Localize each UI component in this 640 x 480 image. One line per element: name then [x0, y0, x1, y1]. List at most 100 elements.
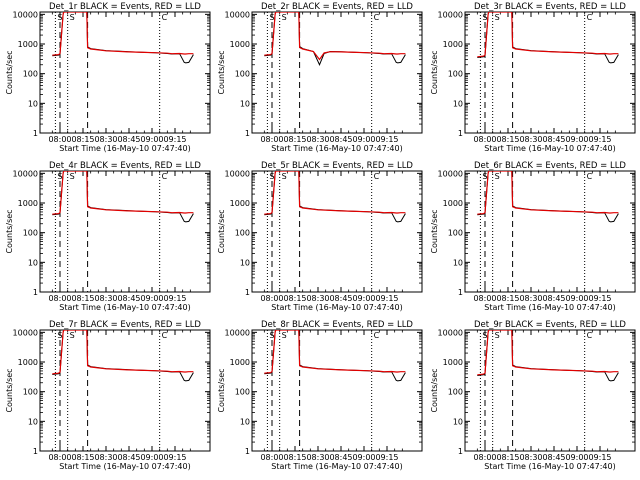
y-tick-label: 1 — [33, 447, 38, 456]
y-tick-label: 10000 — [438, 169, 463, 178]
panel-2: Det_2r BLACK = Events, RED = LLD 1 10 100 10… — [217, 2, 423, 153]
y-tick-label: 10000 — [438, 328, 463, 337]
y-tick-label: 1000 — [443, 40, 463, 49]
top-marker-s: S — [70, 13, 75, 22]
y-axis-label: Counts/sec — [430, 368, 439, 412]
x-tick-label: 08:30 — [94, 294, 117, 303]
chart-title: Det_3r BLACK = Events, RED = LLD — [474, 2, 626, 12]
y-axis-label: Counts/sec — [217, 209, 226, 253]
y-tick-label: 10 — [28, 258, 38, 267]
x-tick-label: 08:15 — [71, 294, 94, 303]
x-tick-label: 08:45 — [329, 135, 352, 144]
top-marker-s: S — [482, 13, 487, 22]
y-axis-label: Counts/sec — [217, 50, 226, 94]
y-tick-label: 1000 — [230, 358, 250, 367]
x-axis-label: Start Time (16-May-10 07:47:40) — [484, 303, 615, 312]
y-tick-label: 1 — [458, 447, 463, 456]
y-tick-label: 10 — [453, 258, 463, 267]
top-marker-s: S — [57, 13, 62, 22]
top-marker-s: S — [57, 331, 62, 340]
top-marker-s: S — [269, 331, 274, 340]
x-tick-label: 08:00 — [48, 135, 71, 144]
x-tick-label: 08:45 — [329, 294, 352, 303]
x-tick-label: 09:15 — [163, 135, 186, 144]
y-tick-label: 10 — [28, 417, 38, 426]
x-tick-label: 08:00 — [260, 135, 283, 144]
x-tick-label: 09:15 — [588, 135, 611, 144]
y-tick-label: 1 — [245, 447, 250, 456]
panel-1: Det_1r BLACK = Events, RED = LLD 1 10 100 10… — [5, 2, 211, 153]
x-tick-label: 08:15 — [496, 453, 519, 462]
y-tick-label: 1 — [33, 129, 38, 138]
x-tick-label: 08:15 — [283, 294, 306, 303]
plot-frame — [464, 329, 636, 452]
x-tick-label: 09:00 — [565, 135, 588, 144]
x-tick-label: 09:15 — [375, 135, 398, 144]
x-tick-label: 08:15 — [496, 135, 519, 144]
top-marker-c: C — [162, 331, 168, 340]
y-tick-label: 1000 — [18, 199, 38, 208]
x-tick-label: 08:30 — [306, 135, 329, 144]
series-lld-line — [264, 330, 406, 374]
top-marker-s: S — [70, 172, 75, 181]
y-tick-label: 10000 — [13, 169, 38, 178]
x-axis-label: Start Time (16-May-10 07:47:40) — [484, 144, 615, 153]
chart-title: Det_1r BLACK = Events, RED = LLD — [49, 2, 201, 12]
chart-title: Det_6r BLACK = Events, RED = LLD — [474, 161, 626, 171]
x-tick-label: 09:00 — [352, 294, 375, 303]
top-marker-s: S — [282, 172, 287, 181]
top-marker-c: C — [374, 13, 380, 22]
y-tick-label: 10000 — [13, 10, 38, 19]
top-marker-s: S — [482, 331, 487, 340]
y-tick-label: 100 — [448, 388, 463, 397]
x-tick-label: 08:45 — [117, 453, 140, 462]
top-marker-s: S — [282, 13, 287, 22]
x-tick-label: 08:30 — [94, 135, 117, 144]
x-tick-label: 08:00 — [473, 453, 496, 462]
y-tick-label: 100 — [23, 229, 38, 238]
series-lld-line — [477, 171, 619, 215]
chart-title: Det_8r BLACK = Events, RED = LLD — [261, 320, 413, 330]
x-tick-label: 08:15 — [71, 453, 94, 462]
top-marker-s: S — [70, 331, 75, 340]
x-tick-label: 08:15 — [71, 135, 94, 144]
y-tick-label: 10000 — [438, 10, 463, 19]
y-tick-label: 1000 — [443, 199, 463, 208]
panel-8: Det_8r BLACK = Events, RED = LLD 1 10 100 10… — [217, 320, 423, 471]
chart-title: Det_9r BLACK = Events, RED = LLD — [474, 320, 626, 330]
y-tick-label: 100 — [23, 388, 38, 397]
plot-frame — [464, 11, 636, 134]
x-tick-label: 09:15 — [588, 294, 611, 303]
y-tick-label: 100 — [235, 70, 250, 79]
y-tick-label: 1 — [458, 129, 463, 138]
chart-title: Det_5r BLACK = Events, RED = LLD — [261, 161, 413, 171]
y-tick-label: 10000 — [225, 169, 250, 178]
x-tick-label: 08:15 — [283, 135, 306, 144]
x-tick-label: 08:30 — [306, 294, 329, 303]
x-tick-label: 08:15 — [496, 294, 519, 303]
top-marker-s: S — [282, 331, 287, 340]
y-axis-label: Counts/sec — [5, 209, 14, 253]
top-marker-s: S — [495, 13, 500, 22]
x-tick-label: 08:30 — [94, 453, 117, 462]
x-tick-label: 09:15 — [375, 453, 398, 462]
y-tick-label: 1000 — [230, 199, 250, 208]
y-tick-label: 10000 — [225, 10, 250, 19]
chart-title: Det_7r BLACK = Events, RED = LLD — [49, 320, 201, 330]
top-marker-c: C — [587, 13, 593, 22]
x-tick-label: 08:30 — [519, 453, 542, 462]
top-marker-c: C — [587, 331, 593, 340]
x-tick-label: 08:45 — [329, 453, 352, 462]
top-marker-s: S — [482, 172, 487, 181]
x-tick-label: 09:00 — [140, 135, 163, 144]
y-tick-label: 100 — [235, 388, 250, 397]
y-tick-label: 10000 — [225, 328, 250, 337]
y-tick-label: 10 — [240, 258, 250, 267]
y-tick-label: 10000 — [13, 328, 38, 337]
y-tick-label: 100 — [448, 229, 463, 238]
x-tick-label: 08:00 — [473, 135, 496, 144]
x-tick-label: 09:15 — [163, 294, 186, 303]
panel-3: Det_3r BLACK = Events, RED = LLD 1 10 100 10… — [430, 2, 636, 153]
